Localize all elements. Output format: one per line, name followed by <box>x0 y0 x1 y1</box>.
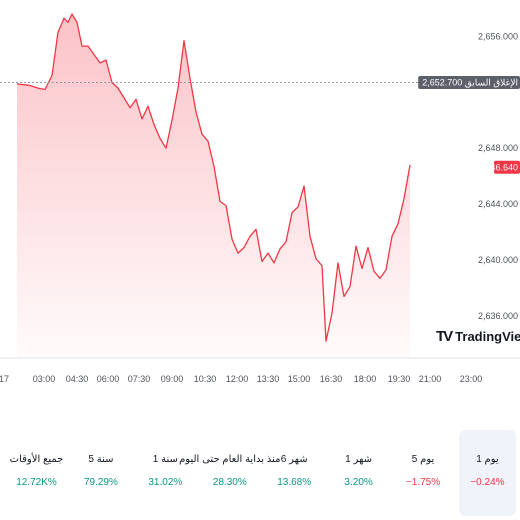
x-tick-label: 18:00 <box>354 374 377 384</box>
x-tick-label: 17 <box>0 374 9 384</box>
period-tab[interactable]: منذ بداية العام حتى اليوم 28.30% <box>179 430 280 516</box>
previous-close-label: الإغلاق السابق <box>465 78 518 89</box>
period-label: 1 سنة <box>152 454 178 465</box>
period-tab[interactable]: جميع الأوقات 12.72K% <box>8 430 65 516</box>
period-tab[interactable]: 5 يوم −1.75% <box>395 430 452 516</box>
period-change-value: 3.20% <box>344 477 373 488</box>
x-tick-label: 19:30 <box>388 374 411 384</box>
period-tab[interactable]: 1 سنة 31.02% <box>137 430 194 516</box>
period-change-value: −1.75% <box>405 477 441 488</box>
tradingview-logo-text: TradingView <box>455 329 520 344</box>
previous-close-badge-text: 2,652.700 الإغلاق السابق <box>422 78 518 89</box>
x-tick-label: 03:00 <box>33 374 56 384</box>
previous-close-badge: 2,652.700 الإغلاق السابق <box>418 76 520 89</box>
last-price-badge-text: 2,646.640 <box>478 162 518 172</box>
y-tick-label: 2,636.000 <box>478 311 518 321</box>
x-tick-label: 23:00 <box>460 374 483 384</box>
period-change-value: 31.02% <box>148 477 183 488</box>
x-axis[interactable]: 17 03:00 04:30 06:00 07:30 09:00 10:30 12:00 13:… <box>0 374 482 384</box>
price-chart[interactable]: 2,656.000 2,648.000 2,644.000 2,640.000 2,63… <box>0 0 520 390</box>
period-tab[interactable]: 6 شهر 13.68% <box>266 430 323 516</box>
previous-close-value: 2,652.700 <box>422 78 462 88</box>
period-tab[interactable]: 1 شهر 3.20% <box>330 430 387 516</box>
period-label: 1 يوم <box>476 454 499 465</box>
x-tick-label: 04:30 <box>66 374 89 384</box>
tradingview-logo[interactable]: TV TradingView <box>436 328 520 345</box>
period-tab[interactable]: 1 يوم −0.24% <box>458 430 516 516</box>
y-axis[interactable]: 2,656.000 2,648.000 2,644.000 2,640.000 2,63… <box>478 31 518 321</box>
plot-area <box>16 13 411 358</box>
price-series-line <box>16 13 411 342</box>
period-tab[interactable]: 5 سنة 79.29% <box>72 430 129 516</box>
period-label: 1 شهر <box>345 454 373 465</box>
period-change-value: 79.29% <box>83 477 118 488</box>
y-tick-label: 2,640.000 <box>478 255 518 265</box>
y-tick-label: 2,648.000 <box>478 143 518 153</box>
period-performance-bar: 1 يوم −0.24% 5 يوم −1.75% 1 شهر 3.20% 6 شهر 13.… <box>0 430 520 516</box>
x-tick-label: 06:00 <box>97 374 120 384</box>
x-tick-label: 21:00 <box>419 374 442 384</box>
x-tick-label: 13:30 <box>257 374 280 384</box>
period-change-value: −0.24% <box>470 477 505 488</box>
period-change-value: 28.30% <box>212 477 247 488</box>
x-tick-label: 15:00 <box>288 374 311 384</box>
x-tick-label: 16:30 <box>320 374 343 384</box>
y-tick-label: 2,656.000 <box>478 31 518 41</box>
period-change-value: 12.72K% <box>16 477 57 488</box>
x-tick-label: 07:30 <box>128 374 151 384</box>
period-label: 6 شهر <box>280 454 308 465</box>
x-tick-label: 09:00 <box>161 374 184 384</box>
tradingview-logo-icon: TV <box>436 328 453 345</box>
x-tick-label: 12:00 <box>226 374 249 384</box>
period-label: 5 سنة <box>88 454 114 465</box>
y-tick-label: 2,644.000 <box>478 199 518 209</box>
period-change-value: 13.68% <box>277 477 312 488</box>
period-label: 5 يوم <box>411 454 435 465</box>
x-tick-label: 10:30 <box>194 374 217 384</box>
price-area-fill <box>17 14 410 358</box>
period-label: منذ بداية العام حتى اليوم <box>179 454 281 465</box>
last-price-badge: 2,646.640 <box>478 160 520 174</box>
period-label: جميع الأوقات <box>9 454 64 465</box>
